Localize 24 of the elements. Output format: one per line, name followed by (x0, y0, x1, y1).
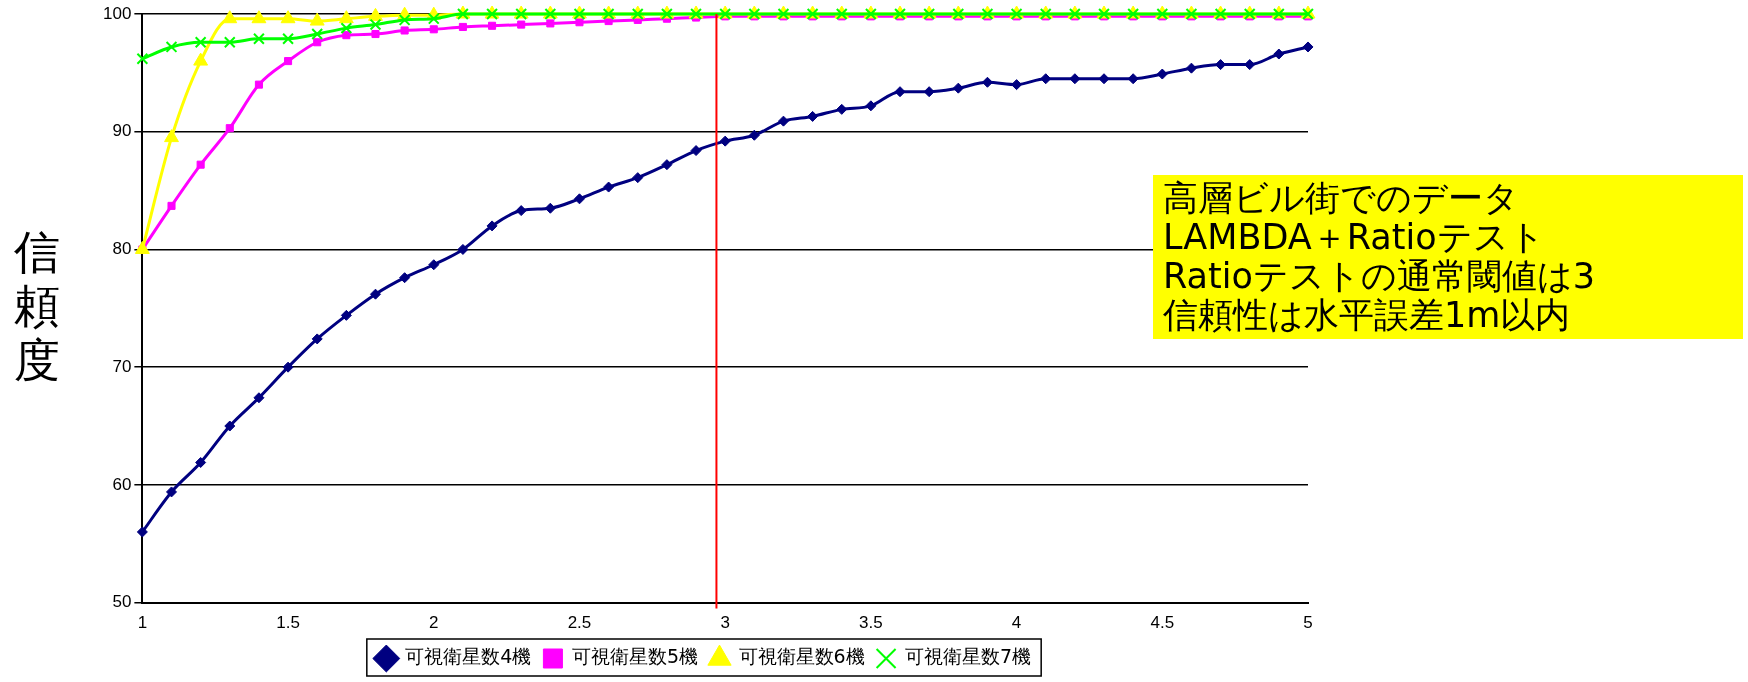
legend-label: 可視衛星数4機 (405, 645, 532, 668)
y-tick-label: 60 (112, 474, 132, 494)
annotation: 信頼性は水平誤差1m以内 (1163, 295, 1572, 335)
x-tick-label: 1.5 (276, 613, 300, 633)
y-tick-label: 90 (112, 121, 132, 141)
annotation: 高層ビル街でのデータ (1163, 178, 1520, 218)
annotation: LAMBDA＋Ratioテスト (1163, 217, 1546, 257)
x-tick-label: 4.5 (1150, 613, 1175, 633)
legend-label: 可視衛星数7機 (905, 645, 1032, 668)
x-tick-label: 4 (1011, 613, 1022, 633)
y-tick-label: 80 (112, 239, 132, 259)
y-axis-title: 信頼度 (13, 225, 61, 387)
x-tick-label: 5 (1303, 613, 1313, 633)
x-tick-label: 1 (137, 613, 148, 633)
x-tick-label: 3.5 (859, 613, 883, 633)
legend-label: 可視衛星数5機 (571, 645, 699, 668)
x-tick-label: 2 (429, 613, 439, 633)
y-tick-label: 100 (102, 3, 132, 23)
x-tick-label: 3 (720, 613, 730, 633)
x-tick-label: 2.5 (567, 613, 592, 633)
y-tick-label: 70 (112, 356, 132, 376)
annotation: Ratioテストの通常閾値は3 (1163, 256, 1597, 296)
y-tick-label: 50 (112, 592, 132, 612)
legend-label: 可視衛星数6機 (738, 645, 865, 668)
